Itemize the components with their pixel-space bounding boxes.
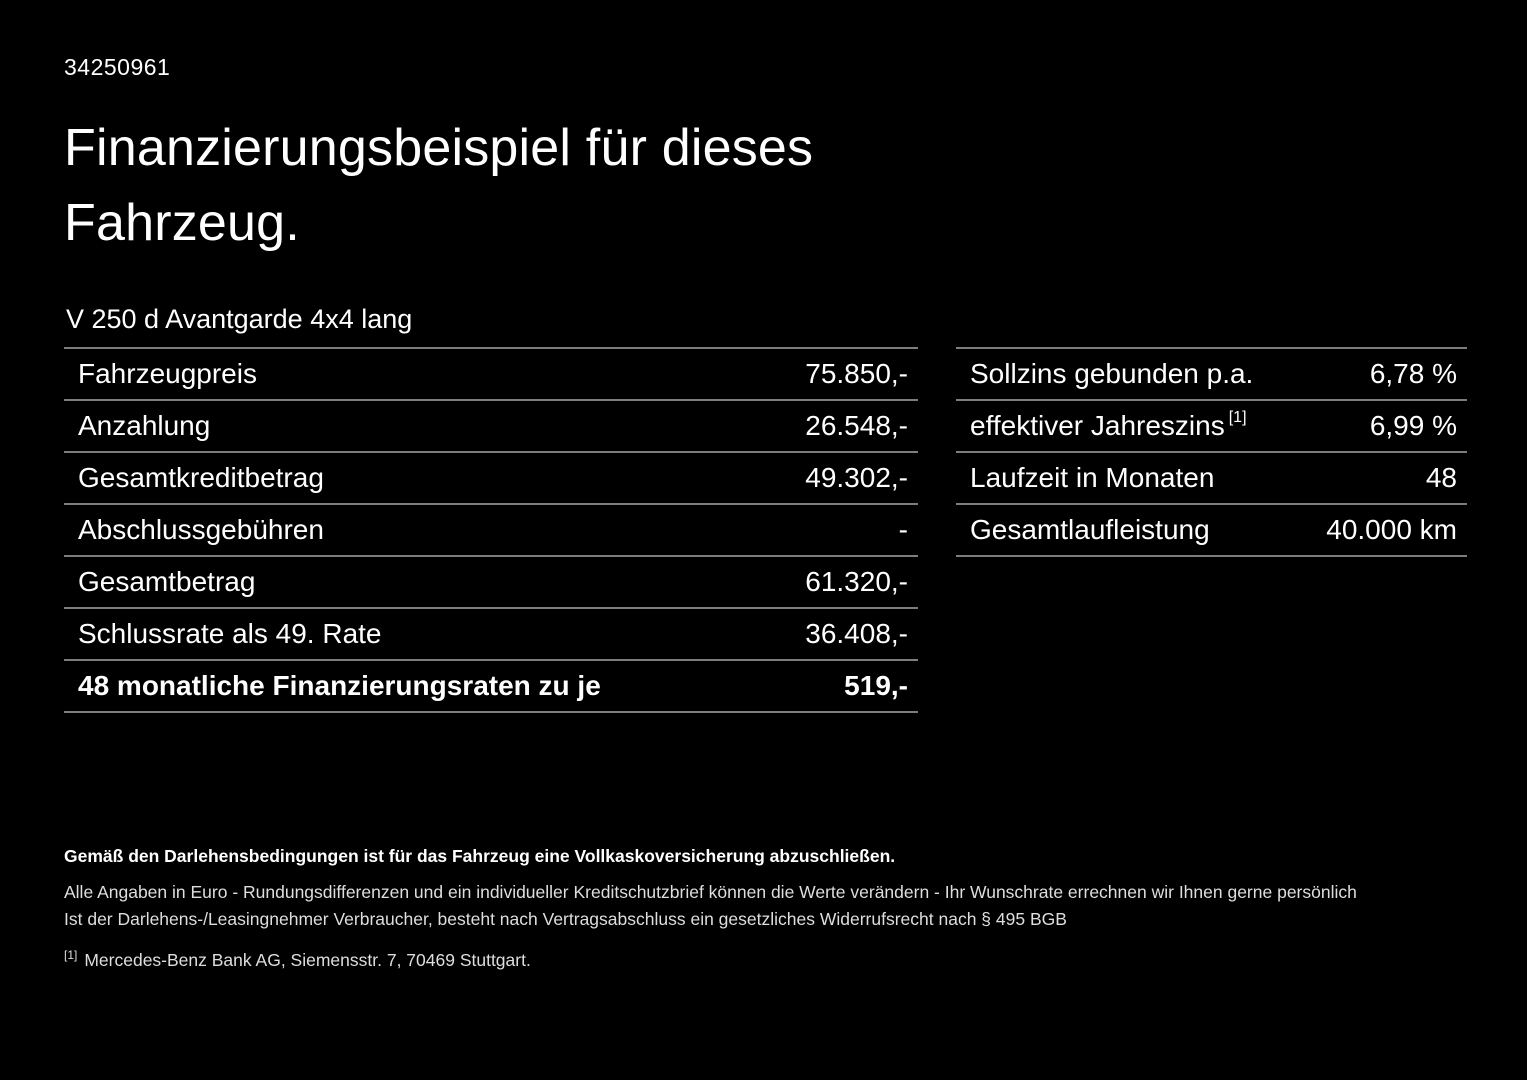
row-label: effektiver Jahreszins [1] xyxy=(970,409,1247,441)
row-value: 48 xyxy=(1425,461,1457,493)
row-label: Abschlussgebühren xyxy=(78,513,324,545)
row-value: 49.302,- xyxy=(805,461,908,493)
footnote-reference: [1] xyxy=(1228,409,1247,427)
table-row-laufzeit: Laufzeit in Monaten 48 xyxy=(956,450,1467,503)
vehicle-model: V 250 d Avantgarde 4x4 lang xyxy=(66,303,413,334)
footer-note-line2: Ist der Darlehens-/Leasingnehmer Verbrau… xyxy=(64,909,1067,929)
footer-notes: Gemäß den Darlehensbedingungen ist für d… xyxy=(64,846,1467,971)
row-value: 26.548,- xyxy=(805,409,908,441)
row-value: 6,78 % xyxy=(1369,357,1457,389)
footnote-text: Mercedes-Benz Bank AG, Siemensstr. 7, 70… xyxy=(84,949,531,970)
row-label: Schlussrate als 49. Rate xyxy=(78,617,382,649)
row-label: Gesamtbetrag xyxy=(78,565,256,597)
table-row-schlussrate: Schlussrate als 49. Rate 36.408,- xyxy=(64,606,918,659)
row-label: Fahrzeugpreis xyxy=(78,357,257,389)
row-value: 61.320,- xyxy=(805,565,908,597)
finance-table: Fahrzeugpreis 75.850,- Anzahlung 26.548,… xyxy=(64,346,918,713)
document-id: 34250961 xyxy=(64,54,171,80)
row-value: - xyxy=(898,513,908,545)
table-row-gesamtbetrag: Gesamtbetrag 61.320,- xyxy=(64,554,918,607)
row-label: Anzahlung xyxy=(78,409,211,441)
table-row-anzahlung: Anzahlung 26.548,- xyxy=(64,398,918,451)
row-value: 75.850,- xyxy=(805,357,908,389)
table-row-gesamtlaufleistung: Gesamtlaufleistung 40.000 km xyxy=(956,502,1467,555)
table-row-fahrzeugpreis: Fahrzeugpreis 75.850,- xyxy=(64,346,918,399)
row-label: Gesamtkreditbetrag xyxy=(78,461,324,493)
conditions-table: Sollzins gebunden p.a. 6,78 % effektiver… xyxy=(956,346,1467,557)
tables-area: Fahrzeugpreis 75.850,- Anzahlung 26.548,… xyxy=(64,346,1467,713)
row-value: 519,- xyxy=(844,669,908,701)
row-label: Laufzeit in Monaten xyxy=(970,461,1215,493)
footnote-marker: [1] xyxy=(64,948,78,962)
table-row-abschlussgebuehren: Abschlussgebühren - xyxy=(64,502,918,555)
row-value: 40.000 km xyxy=(1326,513,1457,545)
footnote: [1] Mercedes-Benz Bank AG, Siemensstr. 7,… xyxy=(64,948,1467,971)
insurance-note: Gemäß den Darlehensbedingungen ist für d… xyxy=(64,846,896,866)
row-value: 36.408,- xyxy=(805,617,908,649)
page-title: Finanzierungsbeispiel für dieses Fahrzeug… xyxy=(64,111,1467,262)
footer-note-line1: Alle Angaben in Euro - Rundungsdifferenz… xyxy=(64,882,1357,902)
page-title-line1: Finanzierungsbeispiel für dieses xyxy=(64,119,814,177)
row-label: 48 monatliche Finanzierungsraten zu je xyxy=(78,669,601,701)
page-title-line2: Fahrzeug. xyxy=(64,194,300,253)
row-label: Sollzins gebunden p.a. xyxy=(970,357,1254,389)
finance-sheet: 34250961 Finanzierungsbeispiel für diese… xyxy=(64,54,1467,713)
row-label: Gesamtlaufleistung xyxy=(970,513,1210,545)
table-row-gesamtkreditbetrag: Gesamtkreditbetrag 49.302,- xyxy=(64,450,918,503)
table-row-monatsrate: 48 monatliche Finanzierungsraten zu je 5… xyxy=(64,658,918,711)
row-value: 6,99 % xyxy=(1369,409,1457,441)
table-row-sollzins: Sollzins gebunden p.a. 6,78 % xyxy=(956,346,1467,399)
table-row-effektiver-jahreszins: effektiver Jahreszins [1] 6,99 % xyxy=(956,398,1467,451)
